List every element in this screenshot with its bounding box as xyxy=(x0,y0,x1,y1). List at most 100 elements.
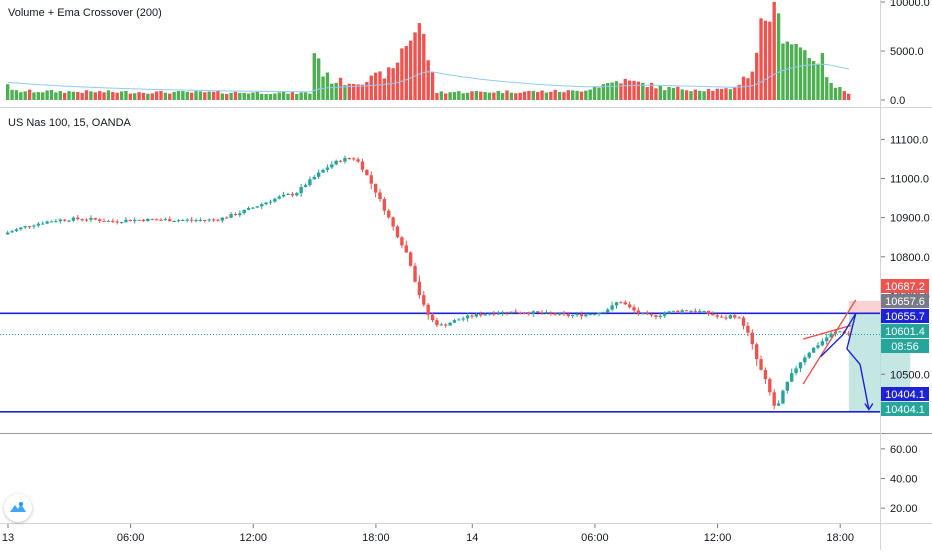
volume-bar xyxy=(619,83,623,100)
candle-body xyxy=(592,314,597,316)
volume-ema-line xyxy=(7,63,850,93)
candle-body xyxy=(356,159,360,162)
volume-bar xyxy=(408,40,413,100)
volume-bar xyxy=(452,92,457,100)
volume-bar xyxy=(833,87,838,100)
volume-bar xyxy=(706,88,711,100)
candle-body xyxy=(382,199,387,211)
volume-bar xyxy=(168,93,172,100)
volume-bar xyxy=(49,90,54,100)
volume-bar xyxy=(829,83,833,100)
tradingview-logo[interactable] xyxy=(4,494,32,522)
price-axis-label: 10500.0 xyxy=(890,369,930,381)
volume-bar xyxy=(71,91,76,100)
volume-bar xyxy=(798,47,803,100)
candle-body xyxy=(242,209,246,214)
candle-body xyxy=(448,322,452,326)
candle-body xyxy=(693,310,698,312)
candle-body xyxy=(641,313,645,315)
volume-bar xyxy=(84,90,89,100)
time-axis[interactable]: 13 06:00 12:00 18:00 14 06:00 12:00 18:00 xyxy=(2,524,854,544)
volume-bar xyxy=(430,71,435,100)
time-axis-label: 13 xyxy=(2,532,14,544)
volume-bar xyxy=(264,94,268,100)
volume-bar xyxy=(141,92,146,100)
volume-bar xyxy=(146,93,150,100)
candle-body xyxy=(776,403,781,406)
candle-body xyxy=(719,316,724,318)
candle-body xyxy=(76,217,80,220)
volume-bar xyxy=(378,71,382,100)
price-axis-label: 11100.0 xyxy=(890,134,928,146)
price-badge-label: 10655.7 xyxy=(885,311,925,323)
volume-bar xyxy=(137,92,141,100)
horizontal-levels[interactable] xyxy=(0,312,880,413)
volume-bar xyxy=(330,83,334,100)
trend-line[interactable] xyxy=(802,324,852,340)
candle-body xyxy=(597,312,601,315)
candle-body xyxy=(417,281,422,296)
candle-body xyxy=(588,314,592,316)
volume-bar xyxy=(316,58,321,100)
time-axis-label: 06:00 xyxy=(581,532,609,544)
volume-bar xyxy=(343,85,347,100)
volume-bar xyxy=(176,91,181,100)
candle-body xyxy=(706,310,711,314)
volume-bar xyxy=(759,18,763,100)
candle-body xyxy=(619,302,623,304)
projection-path[interactable] xyxy=(820,313,870,410)
volume-bar xyxy=(395,62,400,100)
volume-bar xyxy=(698,90,702,100)
candle-body xyxy=(264,202,268,205)
candle-body xyxy=(746,325,750,333)
volume-bar xyxy=(435,93,439,100)
candle-body xyxy=(154,219,159,221)
projection-arrow-head xyxy=(864,403,874,411)
volume-bar xyxy=(667,86,671,100)
volume-bar xyxy=(133,93,137,100)
candle-body xyxy=(439,324,443,326)
candle-body xyxy=(128,219,133,222)
time-axis-label: 12:00 xyxy=(240,532,268,544)
volume-bar xyxy=(229,92,233,100)
candle-body xyxy=(286,193,290,195)
candle-body xyxy=(676,310,680,313)
candle-body xyxy=(150,218,154,220)
volume-bar xyxy=(741,76,746,100)
volume-bar xyxy=(444,93,448,100)
volume-bar xyxy=(404,46,408,100)
price-axis-label: 11000.0 xyxy=(890,173,929,185)
logo-icon xyxy=(10,502,26,512)
price-badge-label: 08:56 xyxy=(891,341,919,353)
volume-bar xyxy=(150,93,154,100)
volume-bar xyxy=(553,89,557,100)
candle-body xyxy=(32,225,36,227)
candle-body xyxy=(316,172,321,177)
candle-body xyxy=(759,359,763,370)
price-badge-label: 10404.1 xyxy=(885,389,925,401)
candle-body xyxy=(176,220,181,222)
volume-bar xyxy=(128,93,133,100)
candle-body xyxy=(198,219,203,221)
candle-body xyxy=(785,381,790,391)
candle-body xyxy=(522,313,527,315)
candle-body xyxy=(111,220,115,222)
volume-bar xyxy=(811,60,816,100)
oscillator-axis-label: 40.00 xyxy=(890,474,918,486)
volume-bar xyxy=(255,91,260,100)
trend-line[interactable] xyxy=(802,299,857,385)
volume-bar xyxy=(115,92,119,100)
candle-body xyxy=(84,219,89,221)
drawing-tools[interactable] xyxy=(802,299,874,411)
candle-body xyxy=(45,221,49,224)
candle-body xyxy=(702,310,706,312)
indicator-label[interactable]: Volume + Ema Crossover (200) xyxy=(6,7,164,19)
symbol-label[interactable]: US Nas 100, 15, OANDA xyxy=(6,117,133,129)
price-badge xyxy=(881,309,929,323)
candle-body xyxy=(698,311,702,313)
volume-bar xyxy=(54,92,58,100)
candle-body xyxy=(185,219,189,221)
price-badge xyxy=(881,387,929,401)
